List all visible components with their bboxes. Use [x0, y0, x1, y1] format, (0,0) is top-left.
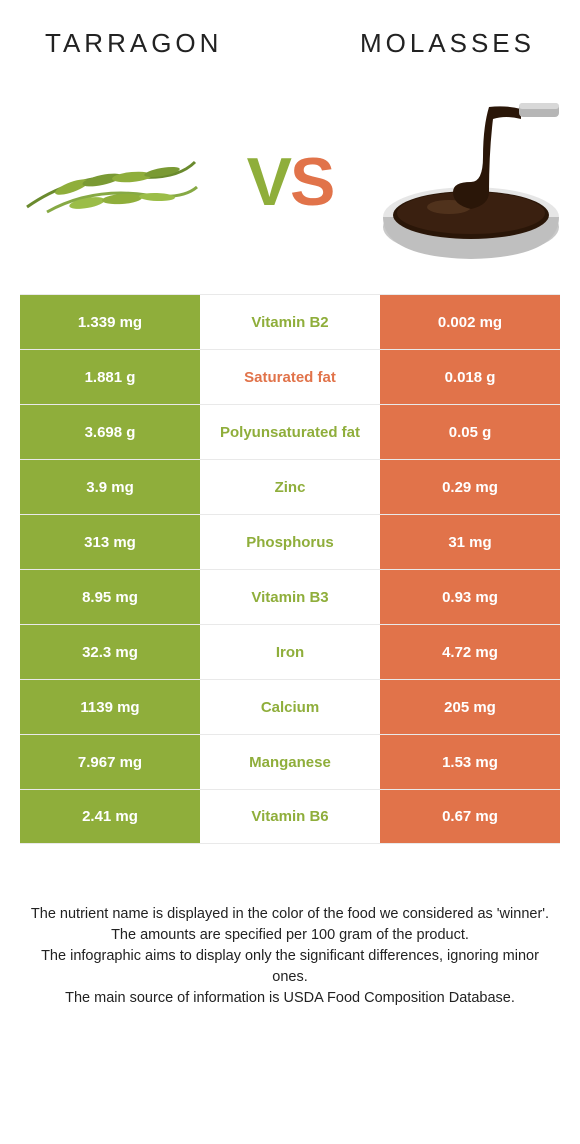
value-right: 0.018 g: [380, 350, 560, 404]
food-name-left: tarragon: [45, 28, 222, 59]
food-name-right: molasses: [360, 28, 535, 59]
table-row: 8.95 mgVitamin B30.93 mg: [20, 569, 560, 624]
footer-notes: The nutrient name is displayed in the co…: [30, 904, 550, 1009]
table-row: 1.339 mgVitamin B20.002 mg: [20, 294, 560, 349]
value-right: 31 mg: [380, 515, 560, 569]
table-row: 7.967 mgManganese1.53 mg: [20, 734, 560, 789]
value-left: 1.881 g: [20, 350, 200, 404]
molasses-icon: [371, 97, 566, 267]
value-right: 1.53 mg: [380, 735, 560, 789]
value-left: 32.3 mg: [20, 625, 200, 679]
table-row: 32.3 mgIron4.72 mg: [20, 624, 560, 679]
table-row: 3.9 mgZinc0.29 mg: [20, 459, 560, 514]
tarragon-image: [12, 102, 212, 262]
nutrient-label: Saturated fat: [200, 350, 380, 404]
table-row: 313 mgPhosphorus31 mg: [20, 514, 560, 569]
tarragon-icon: [17, 117, 207, 247]
value-right: 205 mg: [380, 680, 560, 734]
value-left: 2.41 mg: [20, 790, 200, 843]
nutrient-label: Zinc: [200, 460, 380, 514]
vs-s-letter: S: [290, 144, 333, 220]
value-left: 3.698 g: [20, 405, 200, 459]
value-right: 0.29 mg: [380, 460, 560, 514]
molasses-image: [368, 102, 568, 262]
nutrient-label: Calcium: [200, 680, 380, 734]
nutrient-label: Vitamin B2: [200, 295, 380, 349]
value-right: 0.002 mg: [380, 295, 560, 349]
nutrient-label: Iron: [200, 625, 380, 679]
value-left: 3.9 mg: [20, 460, 200, 514]
value-left: 313 mg: [20, 515, 200, 569]
footer-line-2: The amounts are specified per 100 gram o…: [30, 925, 550, 946]
table-row: 1.881 gSaturated fat0.018 g: [20, 349, 560, 404]
table-row: 2.41 mgVitamin B60.67 mg: [20, 789, 560, 844]
value-right: 0.67 mg: [380, 790, 560, 843]
images-row: VS: [0, 69, 580, 294]
nutrient-label: Phosphorus: [200, 515, 380, 569]
footer-line-3: The infographic aims to display only the…: [30, 946, 550, 988]
value-left: 8.95 mg: [20, 570, 200, 624]
table-row: 3.698 gPolyunsaturated fat0.05 g: [20, 404, 560, 459]
vs-label: VS: [247, 143, 334, 221]
nutrient-label: Polyunsaturated fat: [200, 405, 380, 459]
value-left: 1.339 mg: [20, 295, 200, 349]
vs-v-letter: V: [247, 144, 290, 220]
value-right: 4.72 mg: [380, 625, 560, 679]
table-row: 1139 mgCalcium205 mg: [20, 679, 560, 734]
value-left: 7.967 mg: [20, 735, 200, 789]
value-right: 0.93 mg: [380, 570, 560, 624]
header-names: tarragon molasses: [0, 0, 580, 69]
nutrient-label: Vitamin B6: [200, 790, 380, 843]
nutrient-label: Manganese: [200, 735, 380, 789]
footer-line-4: The main source of information is USDA F…: [30, 988, 550, 1009]
value-right: 0.05 g: [380, 405, 560, 459]
footer-line-1: The nutrient name is displayed in the co…: [30, 904, 550, 925]
value-left: 1139 mg: [20, 680, 200, 734]
nutrient-label: Vitamin B3: [200, 570, 380, 624]
nutrient-table: 1.339 mgVitamin B20.002 mg1.881 gSaturat…: [20, 294, 560, 844]
